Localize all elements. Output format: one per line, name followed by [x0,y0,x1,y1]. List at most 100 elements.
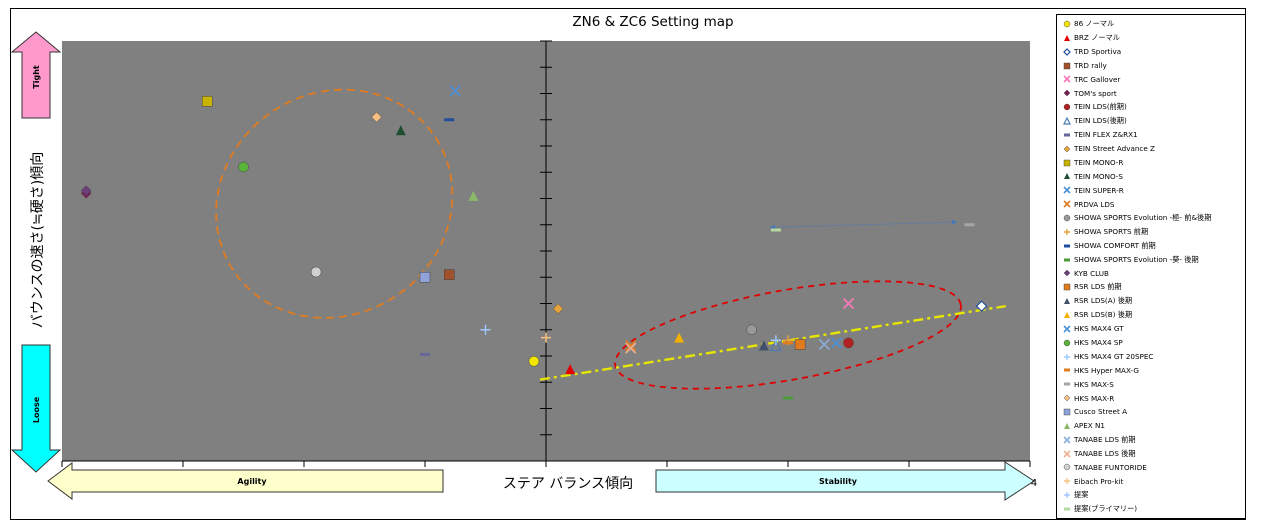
legend-marker-icon [1064,258,1070,262]
legend-marker-icon [1063,436,1071,444]
legend-item: Cusco Street A [1063,405,1245,419]
legend-label: RSR LDS(B) 後期 [1074,309,1133,319]
legend-item: TEIN Street Advance Z [1063,142,1245,156]
legend-marker-shape [1063,47,1071,56]
x-axis-title: ステア バランス傾向 [503,476,633,492]
agility-label: Agility [237,477,267,486]
legend-marker-icon [1064,173,1070,180]
legend-label: TEIN MONO-S [1074,171,1123,181]
arrowhead-icon [951,219,958,225]
legend-marker-shape [1063,159,1071,166]
legend-item: TEIN LDS(後期) [1063,114,1245,128]
legend-marker-shape [1063,325,1071,333]
legend-marker-shape [1064,258,1070,262]
legend-label: HKS MAX4 GT 20SPEC [1074,352,1154,362]
legend-marker-icon [1064,228,1070,235]
legend-marker-shape [1064,492,1070,499]
legend-item: HKS MAX4 GT [1063,322,1245,336]
legend-item: KYB CLUB [1063,266,1245,280]
legend-label: Eibach Pro-kit [1074,476,1124,486]
legend-label: TANABE FUNTORIDE [1074,462,1147,472]
legend-item: RSR LDS 前期 [1063,280,1245,294]
legend-marker-icon [1063,394,1071,402]
legend-marker-icon [1063,20,1071,28]
legend: 86 ノーマル BRZ ノーマル TRD Sportiva TRD rally TRC … [1056,14,1246,519]
legend-label: Cusco Street A [1074,407,1127,417]
legend-marker-icon [1064,34,1070,41]
legend-label: TEIN MONO-R [1074,158,1124,168]
legend-marker-icon [1063,449,1071,458]
legend-marker-shape [1063,394,1071,402]
data-point-33 [310,266,322,278]
data-point-7 [843,337,854,349]
legend-marker-icon [1064,368,1070,372]
y-axis-title: バウンスの速さ(≒硬さ)傾向 [30,152,46,328]
legend-marker-shape [1064,507,1070,511]
legend-marker-icon [1064,353,1070,360]
legend-item: RSR LDS(B) 後期 [1063,308,1245,322]
legend-marker-shape [1063,408,1071,416]
data-point-27 [964,223,975,227]
legend-label: RSR LDS 前期 [1074,282,1122,292]
legend-marker-icon [1064,478,1070,485]
legend-item: APEX N1 [1063,419,1245,433]
legend-marker-icon [1064,133,1070,137]
legend-label: SHOWA COMFORT 前期 [1074,240,1156,250]
legend-label: TEIN LDS(後期) [1074,115,1127,125]
legend-item: Eibach Pro-kit [1063,474,1245,488]
data-point-9 [420,352,430,356]
legend-label: SHOWA SPORTS Evolution -葵- 後期 [1074,254,1199,264]
legend-marker-shape [1063,464,1071,471]
data-point-35 [770,335,781,346]
data-point-26 [783,341,793,345]
data-point-30 [468,190,479,201]
legend-marker-icon [1063,75,1071,83]
legend-item: TEIN MONO-R [1063,156,1245,170]
legend-marker-icon [1063,214,1071,222]
axes [61,40,1031,467]
legend-marker-icon [1064,507,1070,511]
data-point-8 [769,339,782,352]
data-point-18 [783,396,793,400]
data-point-34 [541,332,551,343]
x-end-tick-label: 4 [1031,478,1037,489]
legend-label: 提案 [1074,490,1089,500]
legend-label: TANABE LDS 前期 [1074,434,1136,444]
legend-marker-icon [1064,244,1070,248]
data-point-10 [552,303,564,315]
legend-label: TRD rally [1074,61,1107,70]
stability-arrow-icon [655,461,1035,501]
legend-marker-icon [1063,200,1071,208]
legend-marker-shape [1063,186,1071,194]
data-point-20 [794,339,806,350]
agility-arrow-icon [47,462,444,500]
legend-item: TRD Sportiva [1063,45,1245,59]
legend-item: TRC Gallover [1063,72,1245,86]
group-ellipse-1 [215,88,454,319]
legend-marker-shape [1063,200,1071,208]
double-arrow-line [769,221,958,228]
legend-marker-shape [1064,244,1070,248]
tight-label: Tight [32,65,41,89]
legend-marker-shape [1063,20,1071,28]
legend-marker-shape [1064,173,1070,180]
legend-label: TRC Gallover [1074,74,1121,84]
stability-label: Stability [819,477,858,486]
chart-title: ZN6 & ZC6 Setting map [572,14,733,30]
legend-item: HKS MAX-R [1063,391,1245,405]
legend-label: 86 ノーマル [1074,18,1115,28]
legend-label: HKS MAX-R [1074,393,1115,403]
data-point-3 [975,300,988,312]
data-point-22 [674,332,685,343]
legend-marker-shape [1063,103,1071,111]
data-point-23 [449,85,461,97]
legend-item: BRZ ノーマル [1063,31,1245,45]
trend-line [539,304,1006,381]
legend-label: SHOWA SPORTS 前期 [1074,226,1149,236]
legend-item: 提案(プライマリー) [1063,502,1245,516]
legend-label: KYB CLUB [1074,268,1109,278]
data-point-12 [395,125,406,136]
legend-item: SHOWA SPORTS 前期 [1063,225,1245,239]
legend-item: 86 ノーマル [1063,17,1245,31]
legend-marker-icon [1063,464,1071,471]
